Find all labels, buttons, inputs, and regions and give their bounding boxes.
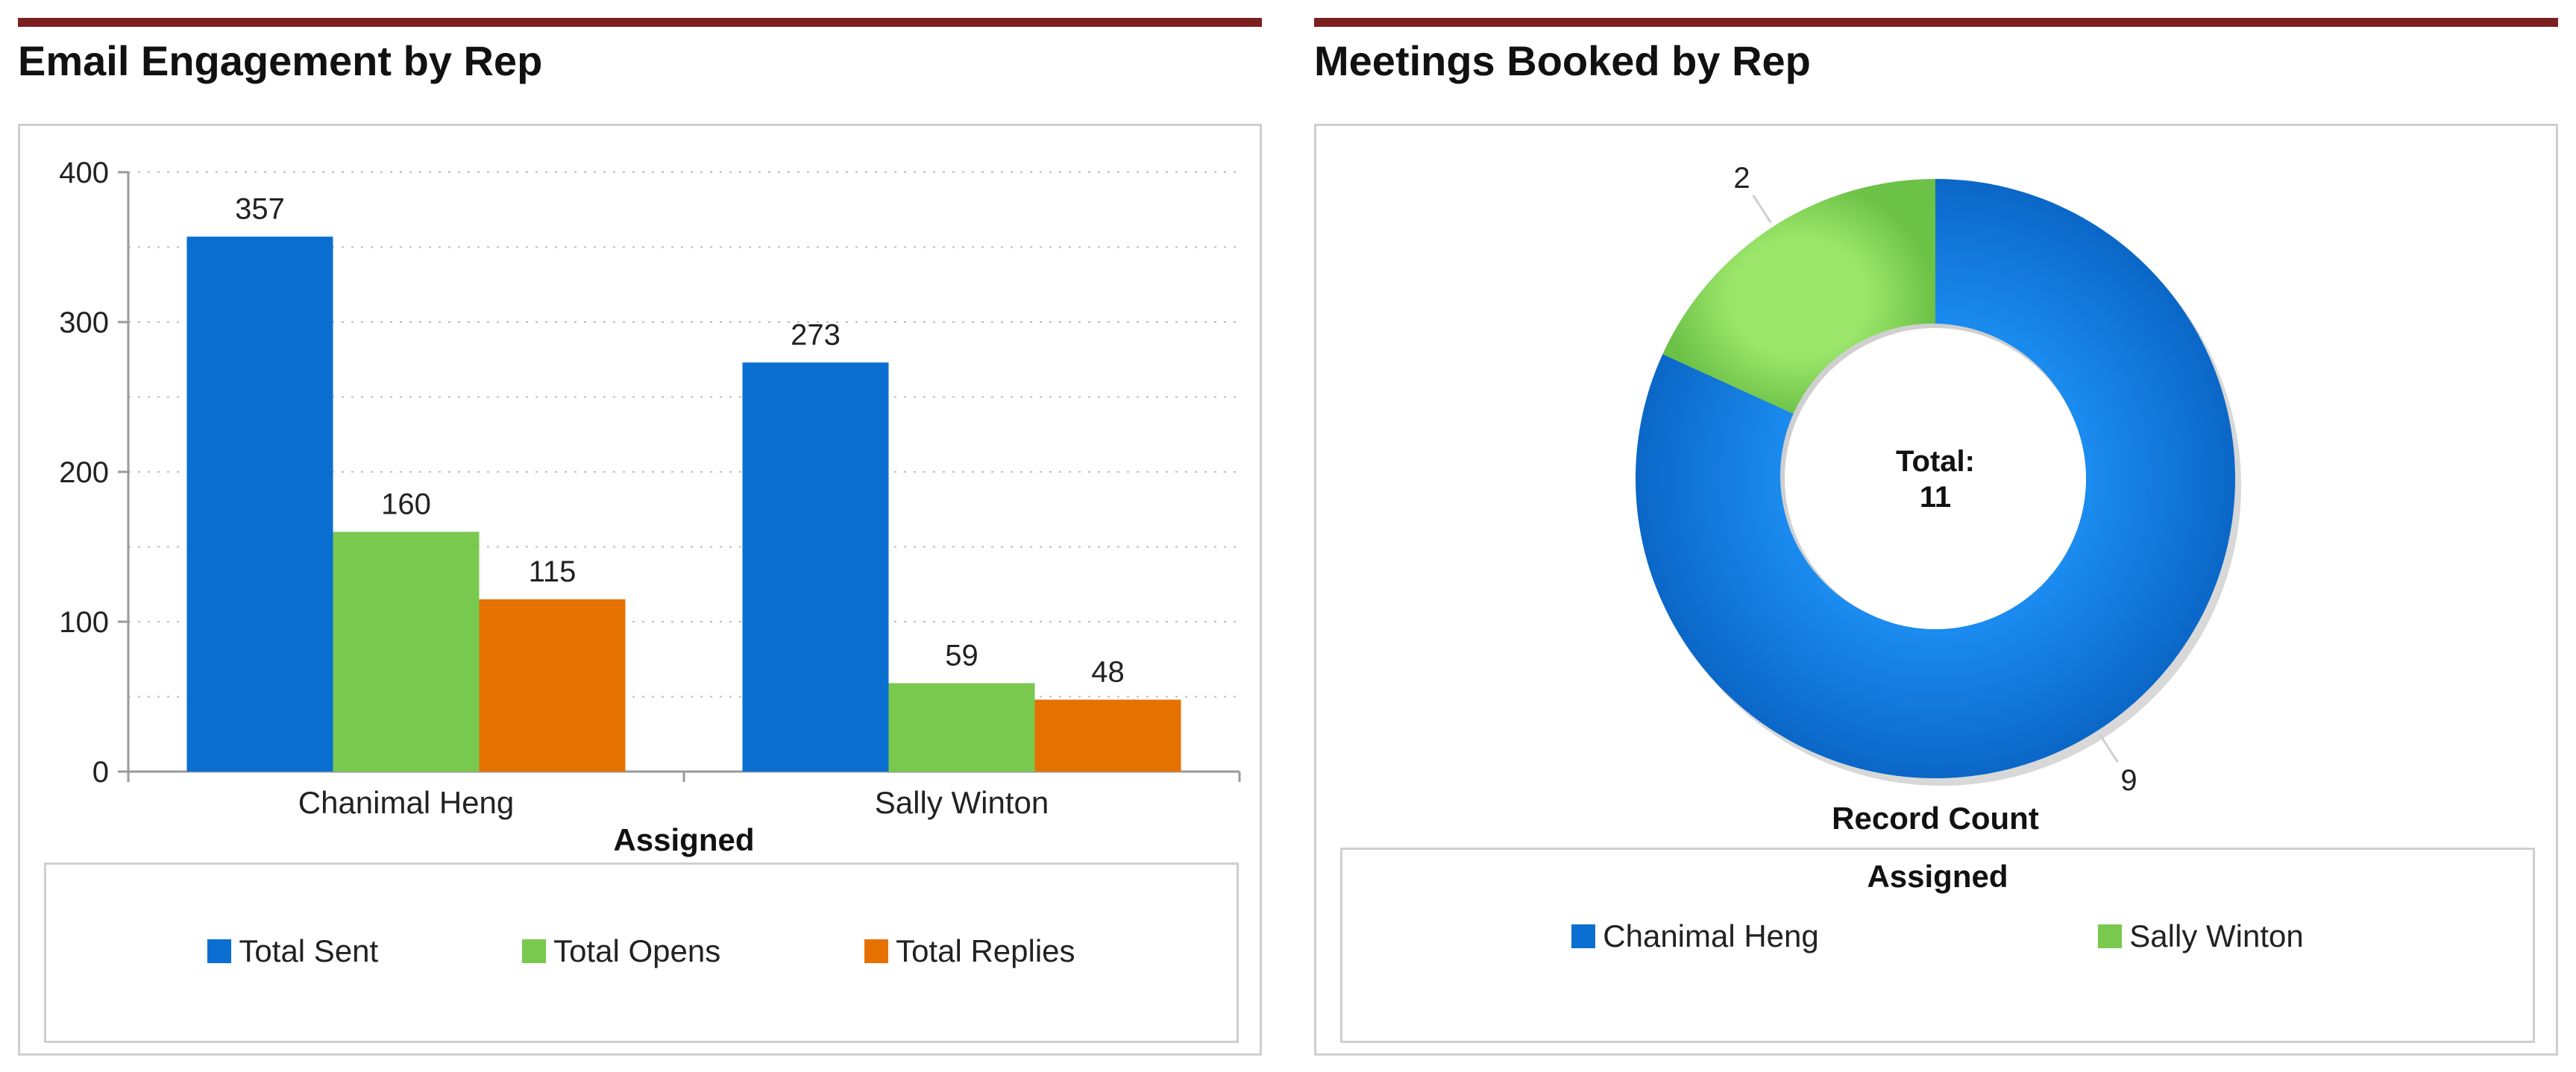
legend-label: Total Sent bbox=[239, 933, 379, 968]
slice-leader-line bbox=[1752, 194, 1772, 224]
y-tick-label: 100 bbox=[59, 606, 109, 639]
y-tick-label: 200 bbox=[59, 456, 109, 489]
y-tick-label: 400 bbox=[59, 157, 109, 189]
right-widget-accent-bar bbox=[1314, 18, 2558, 27]
slice-value-label: 2 bbox=[1733, 162, 1750, 195]
legend-item-total-sent[interactable]: Total Sent bbox=[207, 933, 378, 969]
legend-item-chanimal-heng[interactable]: Chanimal Heng bbox=[1571, 918, 1819, 954]
donut-measure-label: Record Count bbox=[1832, 801, 2039, 836]
legend-item-total-opens[interactable]: Total Opens bbox=[522, 933, 720, 969]
legend-swatch bbox=[2098, 924, 2123, 948]
bar-total-sent bbox=[186, 236, 333, 772]
bar-total-sent bbox=[742, 362, 889, 772]
bar-total-replies bbox=[1034, 699, 1181, 772]
meetings-booked-donut-chart: 9 2 Total:11 Record Count bbox=[1636, 162, 2241, 836]
y-tick-label: 300 bbox=[59, 306, 109, 339]
donut-chart-legend: Assigned Chanimal Heng Sally Winton bbox=[1340, 848, 2535, 1043]
legend-item-sally-winton[interactable]: Sally Winton bbox=[2098, 918, 2304, 954]
y-tick-label: 0 bbox=[92, 756, 109, 789]
slice-leader-line bbox=[2099, 734, 2119, 763]
donut-center-value: 11 bbox=[1920, 481, 1951, 514]
x-category-label: Chanimal Heng bbox=[298, 785, 515, 820]
bar-total-opens bbox=[333, 532, 480, 772]
donut-center-label: Total: bbox=[1896, 445, 1975, 478]
bar-chart-legend: Total Sent Total Opens Total Replies bbox=[44, 863, 1239, 1043]
right-widget-title: Meetings Booked by Rep bbox=[1314, 37, 1811, 84]
bar-data-label: 273 bbox=[791, 318, 841, 351]
legend-item-total-replies[interactable]: Total Replies bbox=[864, 933, 1075, 969]
slice-value-label: 9 bbox=[2120, 764, 2137, 797]
donut-slice-sally-winton bbox=[1662, 179, 1935, 417]
donut-legend-title: Assigned bbox=[1867, 859, 2008, 894]
legend-label: Total Opens bbox=[553, 933, 721, 968]
legend-label: Total Replies bbox=[896, 933, 1075, 968]
bar-data-label: 48 bbox=[1091, 656, 1125, 689]
bar-data-label: 59 bbox=[945, 639, 978, 672]
donut-hole bbox=[1785, 328, 2086, 629]
legend-label: Chanimal Heng bbox=[1603, 918, 1819, 953]
email-engagement-bar-chart: 0 100 200 300 400 357 160 115 Chanimal Heng 273 59… bbox=[59, 157, 1241, 857]
bar-data-label: 115 bbox=[529, 555, 577, 588]
bar-total-replies bbox=[479, 599, 626, 772]
bar-total-opens bbox=[888, 683, 1035, 772]
x-category-label: Sally Winton bbox=[875, 785, 1049, 820]
donut-slice-chanimal-heng bbox=[1636, 179, 2235, 778]
bar-data-label: 160 bbox=[381, 488, 431, 520]
legend-swatch bbox=[522, 939, 547, 963]
left-widget-accent-bar bbox=[18, 18, 1262, 27]
legend-swatch bbox=[207, 939, 232, 963]
meetings-booked-chart-panel: 9 2 Total: 11 Record Count Assigned Chanimal… bbox=[1314, 124, 2558, 1056]
legend-swatch bbox=[1571, 924, 1596, 948]
legend-swatch bbox=[864, 939, 889, 963]
legend-label: Sally Winton bbox=[2129, 918, 2304, 953]
left-widget-title: Email Engagement by Rep bbox=[18, 37, 543, 84]
bar-data-label: 357 bbox=[235, 192, 285, 225]
email-engagement-chart-panel: 0 100 200 300 400 357 160 115 Chanimal Heng 273 59… bbox=[18, 124, 1262, 1056]
x-axis-title: Assigned bbox=[613, 822, 754, 857]
